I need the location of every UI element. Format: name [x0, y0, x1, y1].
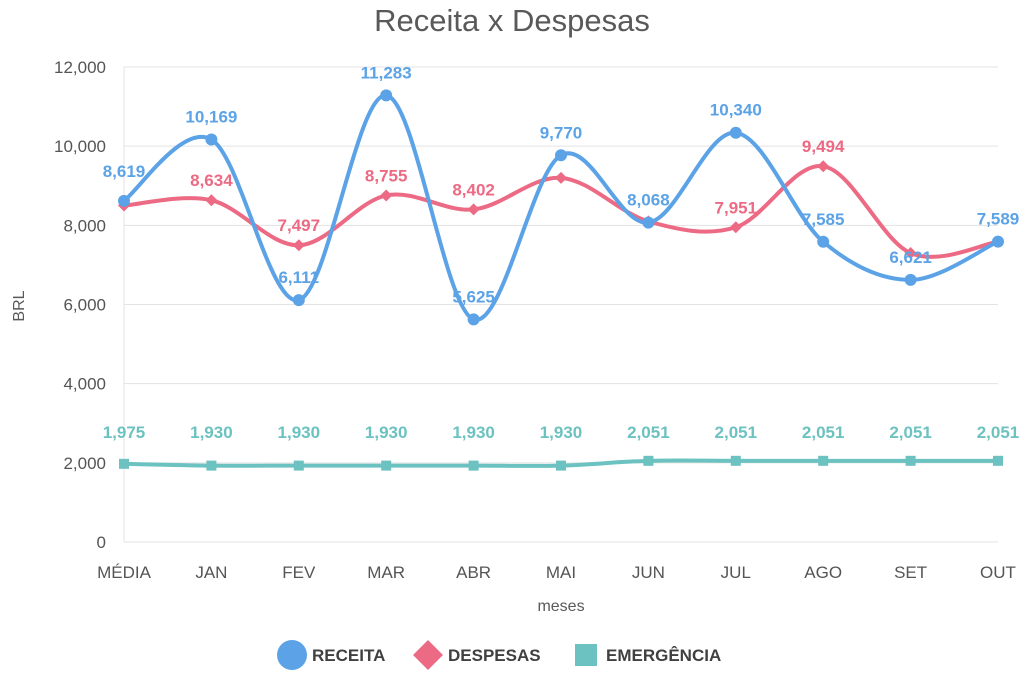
- legend-item-emergencia[interactable]: EMERGÊNCIA: [575, 644, 721, 666]
- data-label-despesas: 9,494: [802, 137, 845, 156]
- x-tick-label: MAI: [546, 563, 576, 582]
- data-point-receita: [555, 149, 567, 162]
- legend-label: EMERGÊNCIA: [606, 646, 721, 665]
- x-tick-label: MAR: [367, 563, 405, 582]
- data-label-emergencia: 2,051: [715, 423, 758, 442]
- data-label-receita: 6,621: [889, 248, 932, 267]
- x-tick-label: ABR: [456, 563, 491, 582]
- data-point-receita: [292, 294, 305, 307]
- data-label-emergencia: 1,930: [278, 423, 321, 442]
- data-point-receita: [205, 133, 218, 146]
- y-tick-label: 8,000: [63, 216, 106, 235]
- data-label-emergencia: 1,930: [190, 423, 233, 442]
- legend-circle-icon: [277, 640, 307, 670]
- data-point-emergencia: [119, 458, 129, 469]
- data-point-despesas: [729, 221, 742, 234]
- data-point-receita: [729, 126, 742, 139]
- data-point-receita: [904, 273, 917, 286]
- legend-label: RECEITA: [312, 646, 385, 665]
- data-point-receita: [992, 235, 1004, 248]
- data-label-despesas: 7,497: [278, 216, 321, 235]
- y-axis-label: BRL: [11, 290, 28, 321]
- data-point-emergencia: [643, 455, 654, 466]
- data-label-receita: 8,619: [103, 162, 146, 181]
- data-label-receita: 6,111: [278, 268, 319, 287]
- legend-item-despesas[interactable]: DESPESAS: [413, 640, 541, 670]
- data-label-emergencia: 2,051: [977, 423, 1020, 442]
- data-label-receita: 10,340: [710, 101, 762, 120]
- data-point-despesas: [380, 189, 393, 202]
- x-tick-label: OUT: [980, 563, 1016, 582]
- x-tick-label: FEV: [282, 563, 316, 582]
- data-label-despesas: 8,402: [452, 180, 495, 199]
- data-label-despesas: 8,634: [190, 171, 233, 190]
- x-tick-label: JAN: [195, 563, 227, 582]
- data-point-receita: [380, 89, 393, 102]
- y-tick-label: 6,000: [63, 296, 106, 315]
- data-point-emergencia: [556, 460, 566, 471]
- x-axis-label: meses: [537, 598, 584, 615]
- data-point-receita: [817, 235, 830, 248]
- legend-item-receita[interactable]: RECEITA: [277, 640, 385, 670]
- y-tick-label: 10,000: [54, 137, 106, 156]
- data-point-emergencia: [293, 460, 304, 471]
- data-point-receita: [118, 194, 130, 207]
- data-point-emergencia: [905, 455, 916, 466]
- legend-square-icon: [575, 644, 597, 666]
- chart-title: Receita x Despesas: [374, 3, 650, 38]
- x-tick-label: JUL: [721, 563, 751, 582]
- series-line-receita: [122, 93, 1000, 322]
- x-tick-label: JUN: [632, 563, 665, 582]
- legend-label: DESPESAS: [448, 646, 541, 665]
- data-label-receita: 7,585: [802, 210, 845, 229]
- data-label-receita: 7,589: [977, 210, 1020, 229]
- y-tick-label: 0: [97, 533, 106, 552]
- data-label-despesas: 8,755: [365, 166, 408, 185]
- data-label-emergencia: 2,051: [802, 423, 845, 442]
- data-label-emergencia: 2,051: [627, 423, 670, 442]
- data-point-despesas: [904, 247, 917, 260]
- data-point-emergencia: [206, 460, 217, 471]
- data-point-despesas: [205, 194, 218, 207]
- data-point-emergencia: [381, 460, 392, 471]
- data-label-receita: 5,625: [452, 287, 495, 306]
- data-point-despesas: [555, 171, 567, 184]
- data-label-despesas: 7,951: [715, 198, 758, 217]
- data-label-emergencia: 1,975: [103, 423, 146, 442]
- x-tick-label: SET: [894, 563, 927, 582]
- data-point-emergencia: [818, 455, 829, 466]
- legend-diamond-icon: [413, 640, 443, 670]
- x-tick-label: AGO: [804, 563, 842, 582]
- data-label-receita: 10,169: [185, 107, 237, 126]
- y-tick-label: 12,000: [54, 58, 106, 77]
- data-point-emergencia: [730, 455, 741, 466]
- data-label-emergencia: 2,051: [889, 423, 932, 442]
- data-point-despesas: [817, 160, 830, 173]
- x-tick-label: MÉDIA: [97, 563, 152, 582]
- data-point-despesas: [292, 239, 305, 252]
- data-point-despesas: [467, 203, 480, 216]
- data-point-receita: [642, 216, 655, 229]
- data-label-receita: 11,283: [361, 63, 412, 82]
- data-label-receita: 9,770: [540, 123, 583, 142]
- data-point-emergencia: [993, 455, 1003, 466]
- data-label-emergencia: 1,930: [452, 423, 495, 442]
- y-tick-label: 2,000: [63, 454, 106, 473]
- data-point-emergencia: [468, 460, 479, 471]
- data-point-receita: [467, 313, 480, 326]
- data-label-receita: 8,068: [627, 191, 670, 210]
- y-tick-label: 4,000: [63, 375, 106, 394]
- data-label-emergencia: 1,930: [540, 423, 583, 442]
- data-label-emergencia: 1,930: [365, 423, 408, 442]
